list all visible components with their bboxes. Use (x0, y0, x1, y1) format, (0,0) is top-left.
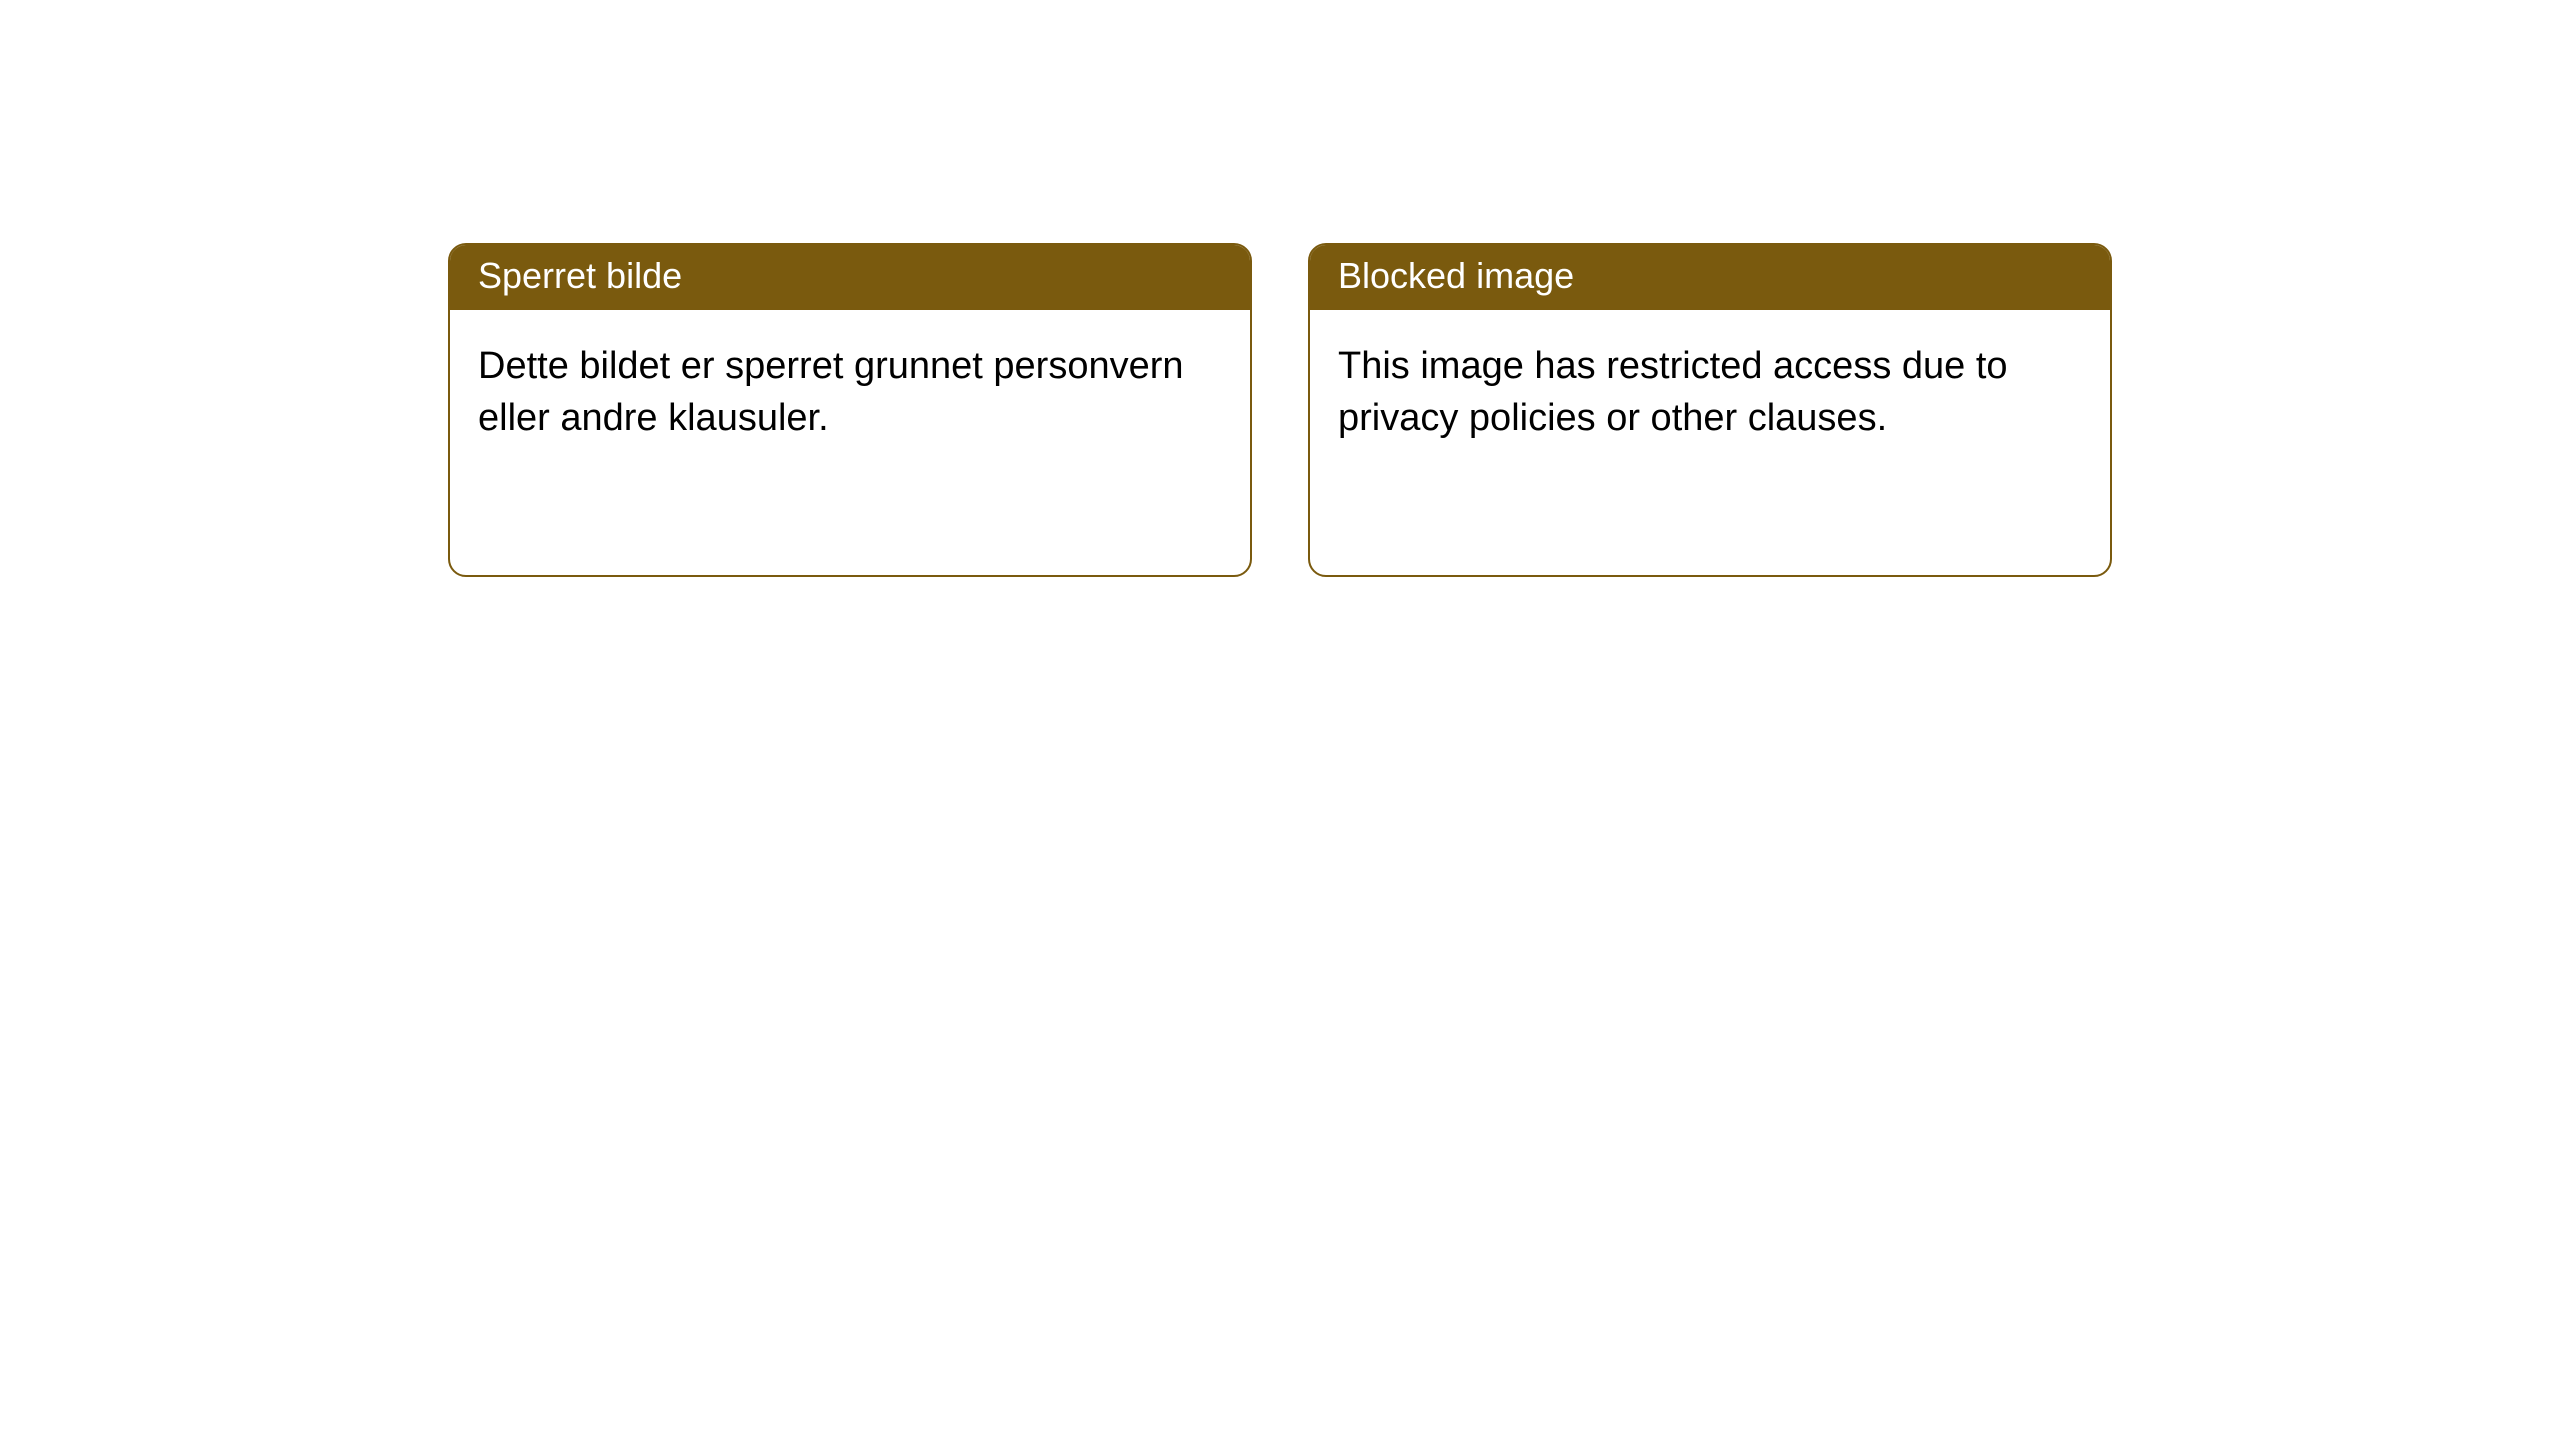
notice-body: This image has restricted access due to … (1310, 310, 2110, 475)
notice-container: Sperret bilde Dette bildet er sperret gr… (0, 0, 2560, 577)
notice-title: Sperret bilde (450, 245, 1250, 310)
notice-card-english: Blocked image This image has restricted … (1308, 243, 2112, 577)
notice-body: Dette bildet er sperret grunnet personve… (450, 310, 1250, 475)
notice-title: Blocked image (1310, 245, 2110, 310)
notice-card-norwegian: Sperret bilde Dette bildet er sperret gr… (448, 243, 1252, 577)
